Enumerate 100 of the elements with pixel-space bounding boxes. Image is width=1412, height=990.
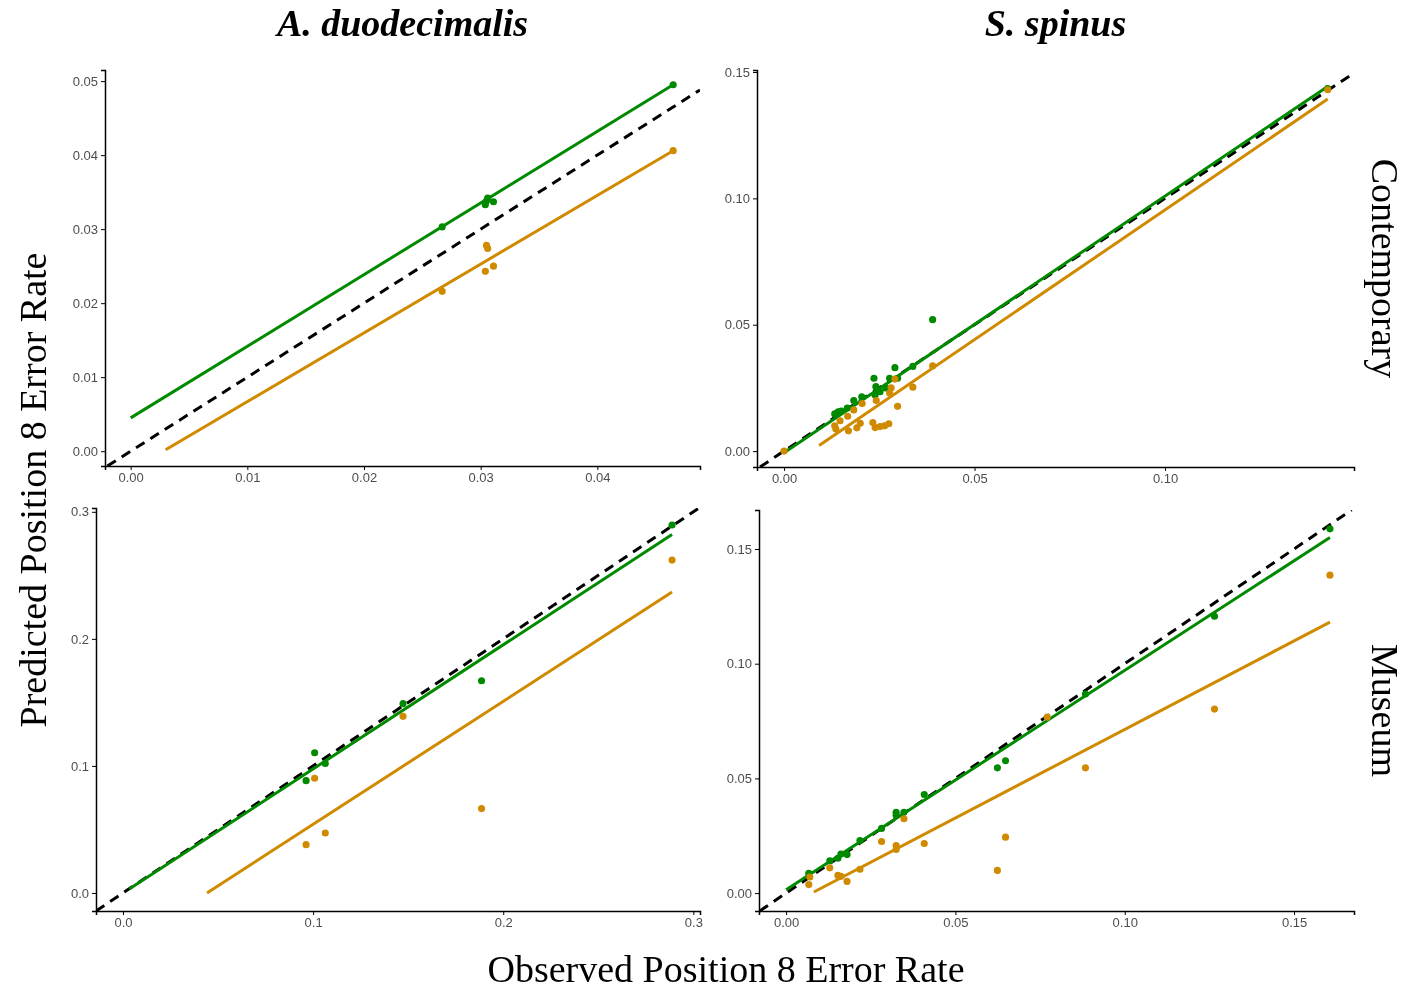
point <box>321 759 329 768</box>
point <box>669 81 677 89</box>
point <box>1081 690 1090 698</box>
point <box>489 262 498 270</box>
point <box>668 556 676 564</box>
point <box>920 839 928 848</box>
point <box>844 427 852 435</box>
point <box>878 837 886 846</box>
point <box>856 419 864 427</box>
point <box>805 881 813 889</box>
y-tick-label: 0.02 <box>72 295 98 311</box>
point <box>878 824 886 832</box>
point <box>780 447 788 455</box>
point <box>669 147 677 155</box>
point <box>836 417 844 425</box>
y-tick-label: 0.10 <box>724 191 750 207</box>
point <box>321 829 329 837</box>
point <box>993 764 1001 772</box>
point <box>826 857 834 865</box>
x-tick-label: 0.00 <box>118 470 144 486</box>
y-tick-label: 0.10 <box>726 656 752 672</box>
point <box>872 396 880 405</box>
point <box>856 865 864 873</box>
point <box>876 388 884 396</box>
point <box>993 866 1001 874</box>
x-tick-label: 0.00 <box>771 471 798 487</box>
point <box>438 223 446 231</box>
y-tick-label: 0.05 <box>72 73 98 89</box>
point <box>399 712 407 720</box>
point <box>481 267 489 275</box>
point <box>887 384 895 392</box>
point <box>806 873 814 881</box>
x-axis-title: Observed Position 8 Error Rate <box>487 948 965 990</box>
point <box>900 808 908 816</box>
y-tick-label: 0.05 <box>724 317 750 333</box>
x-tick-label: 0.02 <box>351 470 378 486</box>
y-tick-label: 0.00 <box>72 443 98 459</box>
point <box>850 396 858 405</box>
point <box>311 749 319 757</box>
x-tick-label: 0.00 <box>773 915 800 931</box>
x-tick-label: 0.2 <box>494 915 513 931</box>
point <box>826 864 834 872</box>
point <box>843 851 851 859</box>
y-tick-label: 0.2 <box>70 631 89 647</box>
point <box>1326 525 1334 533</box>
point <box>1043 713 1051 721</box>
y-tick-label: 0.00 <box>724 443 750 459</box>
chart-title: A. duodecimalis <box>274 2 529 44</box>
x-tick-label: 0.05 <box>962 471 988 487</box>
y-tick-label: 0.15 <box>724 64 750 80</box>
point <box>399 700 407 708</box>
x-tick-label: 0.01 <box>235 470 261 486</box>
point <box>477 805 486 813</box>
point <box>311 774 319 782</box>
y-tick-label: 0.15 <box>726 541 752 557</box>
y-tick-label: 0.1 <box>70 758 89 774</box>
point <box>891 364 899 372</box>
y-tick-label: 0.04 <box>72 147 98 163</box>
x-tick-label: 0.15 <box>1281 915 1308 931</box>
x-tick-label: 0.0 <box>114 915 133 931</box>
point <box>668 521 676 529</box>
point <box>856 837 864 845</box>
point <box>870 374 878 382</box>
x-tick-label: 0.10 <box>1112 915 1138 931</box>
point <box>489 198 498 206</box>
y2-axis-title: Contemporary <box>1364 158 1406 379</box>
y-tick-label: 0.3 <box>70 504 89 520</box>
point <box>1326 571 1334 579</box>
point <box>872 383 880 391</box>
point <box>909 383 917 391</box>
point <box>1001 757 1010 765</box>
x-tick-label: 0.03 <box>468 470 494 486</box>
point <box>858 400 866 408</box>
point <box>1081 764 1090 772</box>
point <box>929 316 937 324</box>
y-tick-label: 0.0 <box>70 885 89 901</box>
point <box>477 677 486 685</box>
x-tick-label: 0.10 <box>1152 471 1179 487</box>
point <box>885 420 893 428</box>
x-tick-label: 0.05 <box>943 915 969 931</box>
point <box>909 362 917 370</box>
point <box>1001 833 1010 841</box>
x-tick-label: 0.04 <box>585 470 611 486</box>
point <box>900 815 908 823</box>
point <box>858 393 866 401</box>
x-tick-label: 0.3 <box>684 915 703 931</box>
point <box>929 362 937 370</box>
x-tick-label: 0.1 <box>304 915 323 931</box>
point <box>1210 705 1219 713</box>
y-axis-title: Predicted Position 8 Error Rate <box>12 252 54 728</box>
point <box>850 406 858 414</box>
point <box>843 877 851 885</box>
point <box>302 841 310 849</box>
y2-axis-title: Museum <box>1364 644 1406 777</box>
point <box>843 404 851 412</box>
y-tick-label: 0.00 <box>726 885 752 901</box>
point <box>438 287 446 295</box>
point <box>844 412 852 420</box>
y-tick-label: 0.05 <box>726 771 752 787</box>
point <box>894 402 902 410</box>
